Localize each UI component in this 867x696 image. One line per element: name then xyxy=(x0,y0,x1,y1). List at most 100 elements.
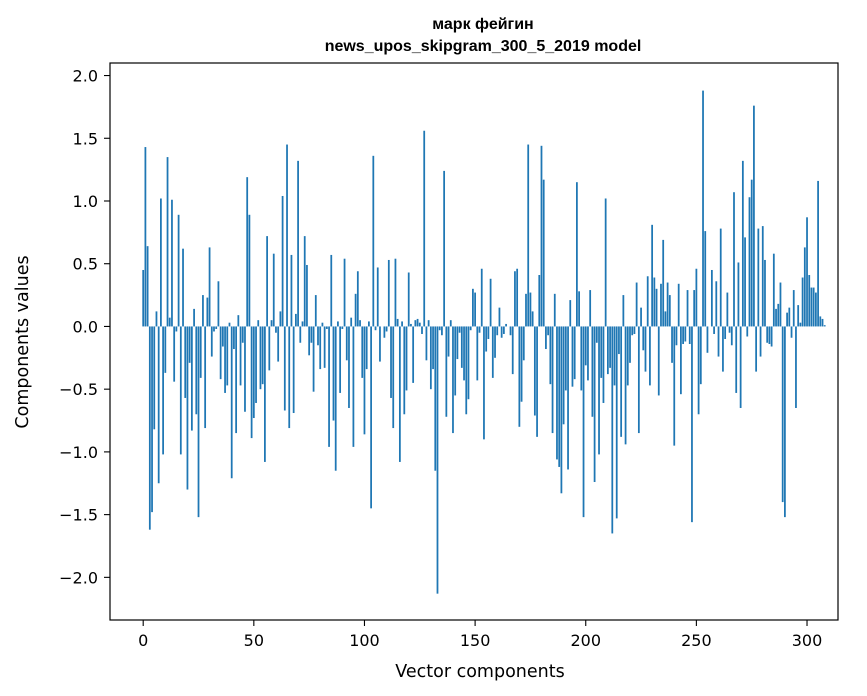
bar xyxy=(573,326,576,380)
bar xyxy=(496,326,499,336)
bar xyxy=(168,317,171,327)
bar xyxy=(332,326,335,421)
bar xyxy=(646,276,649,327)
bar xyxy=(726,292,729,327)
bar xyxy=(620,326,623,437)
bar xyxy=(182,248,184,327)
bar xyxy=(671,326,673,363)
bar xyxy=(314,295,317,327)
x-tick-label: 250 xyxy=(681,631,712,650)
bar xyxy=(281,195,284,327)
bar xyxy=(303,236,306,327)
bar xyxy=(591,326,594,417)
bar xyxy=(219,326,222,380)
bar xyxy=(533,326,536,416)
bar xyxy=(545,326,547,350)
bar xyxy=(204,326,207,429)
bar xyxy=(817,180,819,327)
bar xyxy=(312,326,315,392)
y-tick-label: 2.0 xyxy=(73,67,98,86)
bar xyxy=(518,326,521,427)
y-tick-label: −2.0 xyxy=(59,568,98,587)
bar xyxy=(814,292,817,327)
bar xyxy=(418,322,421,327)
bar xyxy=(653,277,656,327)
bar xyxy=(509,326,512,336)
bar xyxy=(348,326,350,408)
bar xyxy=(301,321,304,327)
bar xyxy=(483,326,485,440)
bar xyxy=(710,269,713,327)
y-tick-label: 0.5 xyxy=(73,255,98,274)
bar xyxy=(567,326,569,470)
bar xyxy=(334,326,337,471)
bar xyxy=(266,236,268,327)
bar xyxy=(195,326,198,415)
bar xyxy=(682,326,684,345)
bar xyxy=(345,326,348,361)
bar xyxy=(286,144,288,327)
bar xyxy=(255,326,257,403)
bar xyxy=(790,326,793,338)
bar xyxy=(677,283,680,327)
y-axis-label: Components values xyxy=(13,255,33,428)
bar xyxy=(306,264,308,327)
bar xyxy=(447,326,450,357)
bar xyxy=(498,307,501,327)
bar xyxy=(558,326,561,467)
bar xyxy=(719,228,722,327)
bar xyxy=(423,130,426,327)
bar xyxy=(374,326,377,331)
bar xyxy=(294,313,297,327)
bar xyxy=(598,326,600,455)
bar xyxy=(460,326,463,368)
bar xyxy=(151,326,153,513)
bar xyxy=(538,275,541,327)
bar xyxy=(175,326,178,332)
bar xyxy=(325,326,328,329)
bar xyxy=(655,288,658,327)
bars-group xyxy=(142,90,831,594)
bar xyxy=(779,282,782,327)
bar xyxy=(228,322,231,327)
bar xyxy=(792,290,795,327)
bar xyxy=(432,326,434,370)
bar xyxy=(733,192,735,327)
bar xyxy=(766,326,769,343)
bar xyxy=(310,326,313,343)
bar xyxy=(237,315,240,327)
bar xyxy=(772,253,775,327)
bar xyxy=(213,326,215,332)
bar xyxy=(190,326,193,431)
bar xyxy=(755,326,758,372)
bar xyxy=(589,290,592,327)
bar xyxy=(697,326,700,415)
bar xyxy=(606,326,609,375)
bar xyxy=(797,305,800,327)
bar xyxy=(438,326,441,331)
bar xyxy=(359,320,361,327)
bar xyxy=(662,239,665,327)
bar xyxy=(405,326,408,391)
bar xyxy=(443,170,446,327)
bar xyxy=(171,199,173,327)
bar xyxy=(244,326,246,412)
bar xyxy=(469,326,472,331)
bar xyxy=(215,326,218,329)
bar xyxy=(666,282,669,327)
bar xyxy=(788,307,791,327)
bar xyxy=(363,326,366,435)
bar xyxy=(421,326,423,334)
bar xyxy=(635,282,638,327)
bar xyxy=(148,326,151,530)
bar xyxy=(323,326,326,368)
bar xyxy=(571,326,574,387)
bar xyxy=(341,326,344,329)
chart-title-line1: марк фейгин xyxy=(432,16,533,33)
bar xyxy=(264,326,266,462)
bar xyxy=(467,326,470,400)
bar xyxy=(525,293,527,327)
bar xyxy=(587,326,589,381)
bar xyxy=(673,326,676,446)
bar xyxy=(398,326,401,462)
